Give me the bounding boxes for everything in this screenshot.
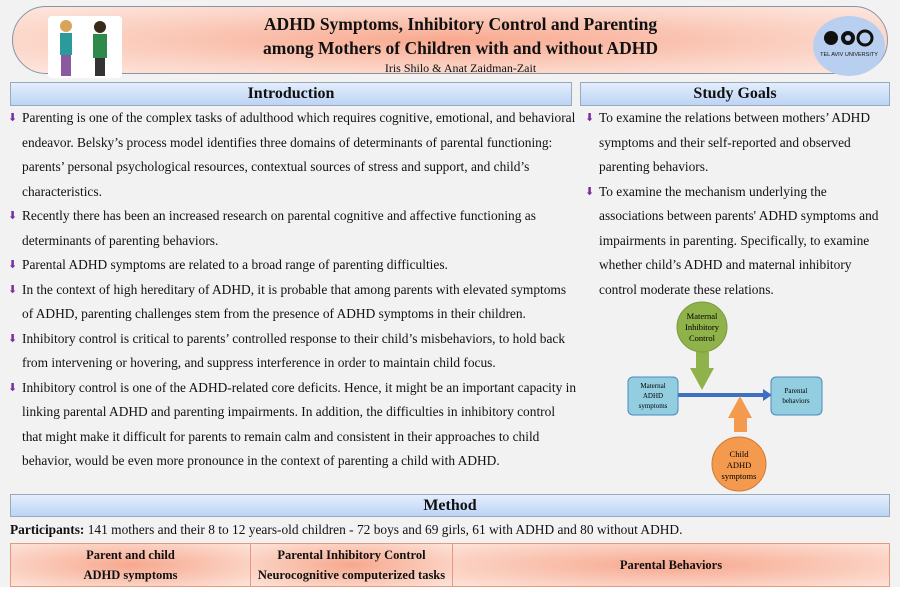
maternal-adhd-symptoms-node bbox=[627, 376, 679, 416]
node-label: Control bbox=[689, 333, 716, 343]
introduction-list: ⬇ Parenting is one of the complex tasks o… bbox=[8, 106, 578, 474]
participants-label: Participants: bbox=[10, 522, 85, 537]
arrow-head bbox=[763, 389, 772, 401]
participants-description: 141 mothers and their 8 to 12 years-old … bbox=[84, 522, 683, 537]
list-item: ⬇ In the context of high hereditary of AD… bbox=[8, 278, 578, 327]
child-adhd-symptoms-node bbox=[711, 436, 767, 492]
list-item: ⬇ To examine the mechanism underlying the… bbox=[585, 180, 890, 303]
arrow-bullet-icon: ⬇ bbox=[8, 332, 18, 345]
node-label: Inhibitory bbox=[685, 322, 720, 332]
participants-text: Participants: 141 mothers and their 8 to… bbox=[10, 522, 682, 538]
header-line: Parent and child bbox=[86, 548, 175, 562]
arrow-bullet-icon: ⬇ bbox=[585, 112, 595, 124]
moderation-diagram: Maternal Inhibitory Control Maternal ADH… bbox=[627, 301, 823, 492]
poster-title: ADHD Symptoms, Inhibitory Control and Pa… bbox=[193, 12, 728, 60]
mother-child-illustration bbox=[48, 16, 122, 78]
tel-aviv-university-logo: TEL AVIV UNIVERSITY bbox=[813, 16, 885, 76]
list-item: ⬇ Parenting is one of the complex tasks o… bbox=[8, 106, 578, 204]
arrow-bullet-icon: ⬇ bbox=[8, 210, 18, 222]
header-line: Parental Behaviors bbox=[619, 558, 723, 572]
bullet-text: To examine the mechanism underlying the … bbox=[599, 183, 879, 297]
method-heading: Method bbox=[10, 494, 890, 517]
poster: ADHD Symptoms, Inhibitory Control and Pa… bbox=[0, 0, 900, 587]
maternal-inhibitory-control-node bbox=[676, 301, 728, 353]
node-label: symptoms bbox=[639, 402, 668, 410]
arrow-bullet-icon: ⬇ bbox=[8, 283, 18, 296]
bullet-text: In the context of high hereditary of ADH… bbox=[22, 281, 567, 322]
bullet-text: Inhibitory control is critical to parent… bbox=[22, 330, 566, 371]
list-item: ⬇ Inhibitory control is critical to paren… bbox=[8, 327, 578, 376]
green-moderation-arrow bbox=[690, 352, 714, 390]
node-label: ADHD bbox=[727, 460, 752, 470]
arrow-bullet-icon: ⬇ bbox=[8, 381, 18, 394]
authors: Iris Shilo & Anat Zaidman-Zait bbox=[384, 61, 537, 75]
title-line-2: among Mothers of Children with and witho… bbox=[263, 38, 658, 58]
introduction-heading: Introduction bbox=[10, 82, 572, 106]
node-label: ADHD bbox=[643, 392, 663, 400]
orange-moderation-arrow bbox=[728, 396, 752, 432]
list-item: ⬇ Parental ADHD symptoms are related to a… bbox=[8, 253, 578, 278]
table-header-parental-behaviors: Parental Behaviors bbox=[453, 544, 889, 586]
node-label: Parental bbox=[785, 387, 808, 395]
bullet-text: To examine the relations between mothers… bbox=[599, 110, 871, 174]
list-item: ⬇ To examine the relations between mother… bbox=[585, 106, 890, 180]
header-line: ADHD symptoms bbox=[83, 568, 178, 582]
arrow-bullet-icon: ⬇ bbox=[585, 185, 595, 198]
list-item: ⬇ Inhibitory control is one of the ADHD-r… bbox=[8, 376, 578, 474]
bullet-text: Recently there has been an increased res… bbox=[22, 208, 536, 248]
arrow-bullet-icon: ⬇ bbox=[8, 112, 18, 124]
node-label: Maternal bbox=[640, 382, 665, 390]
study-goals-list: ⬇ To examine the relations between mother… bbox=[585, 106, 890, 302]
arrow-bullet-icon: ⬇ bbox=[8, 259, 18, 271]
bullet-text: Parental ADHD symptoms are related to a … bbox=[22, 257, 448, 272]
node-label: behaviors bbox=[782, 397, 809, 405]
parental-behaviors-node bbox=[770, 376, 823, 416]
poster-header: ADHD Symptoms, Inhibitory Control and Pa… bbox=[12, 6, 888, 78]
study-goals-heading: Study Goals bbox=[580, 82, 890, 106]
bullet-text: Inhibitory control is one of the ADHD-re… bbox=[22, 379, 577, 469]
table-header-adhd-symptoms: Parent and child ADHD symptoms bbox=[11, 544, 251, 586]
node-label: symptoms bbox=[722, 471, 757, 481]
header-line: Neurocognitive computerized tasks bbox=[257, 568, 446, 582]
method-table: Parent and child ADHD symptoms Parental I… bbox=[10, 543, 890, 587]
bullet-text: Parenting is one of the complex tasks of… bbox=[22, 110, 576, 199]
table-header-inhibitory-control: Parental Inhibitory Control Neurocognitiv… bbox=[251, 544, 453, 586]
node-label: Maternal bbox=[687, 311, 718, 321]
header-line: Parental Inhibitory Control bbox=[277, 548, 426, 562]
title-line-1: ADHD Symptoms, Inhibitory Control and Pa… bbox=[263, 14, 658, 34]
node-label: Child bbox=[730, 449, 750, 459]
list-item: ⬇ Recently there has been an increased re… bbox=[8, 204, 578, 253]
svg-text:TEL AVIV UNIVERSITY: TEL AVIV UNIVERSITY bbox=[820, 52, 878, 58]
